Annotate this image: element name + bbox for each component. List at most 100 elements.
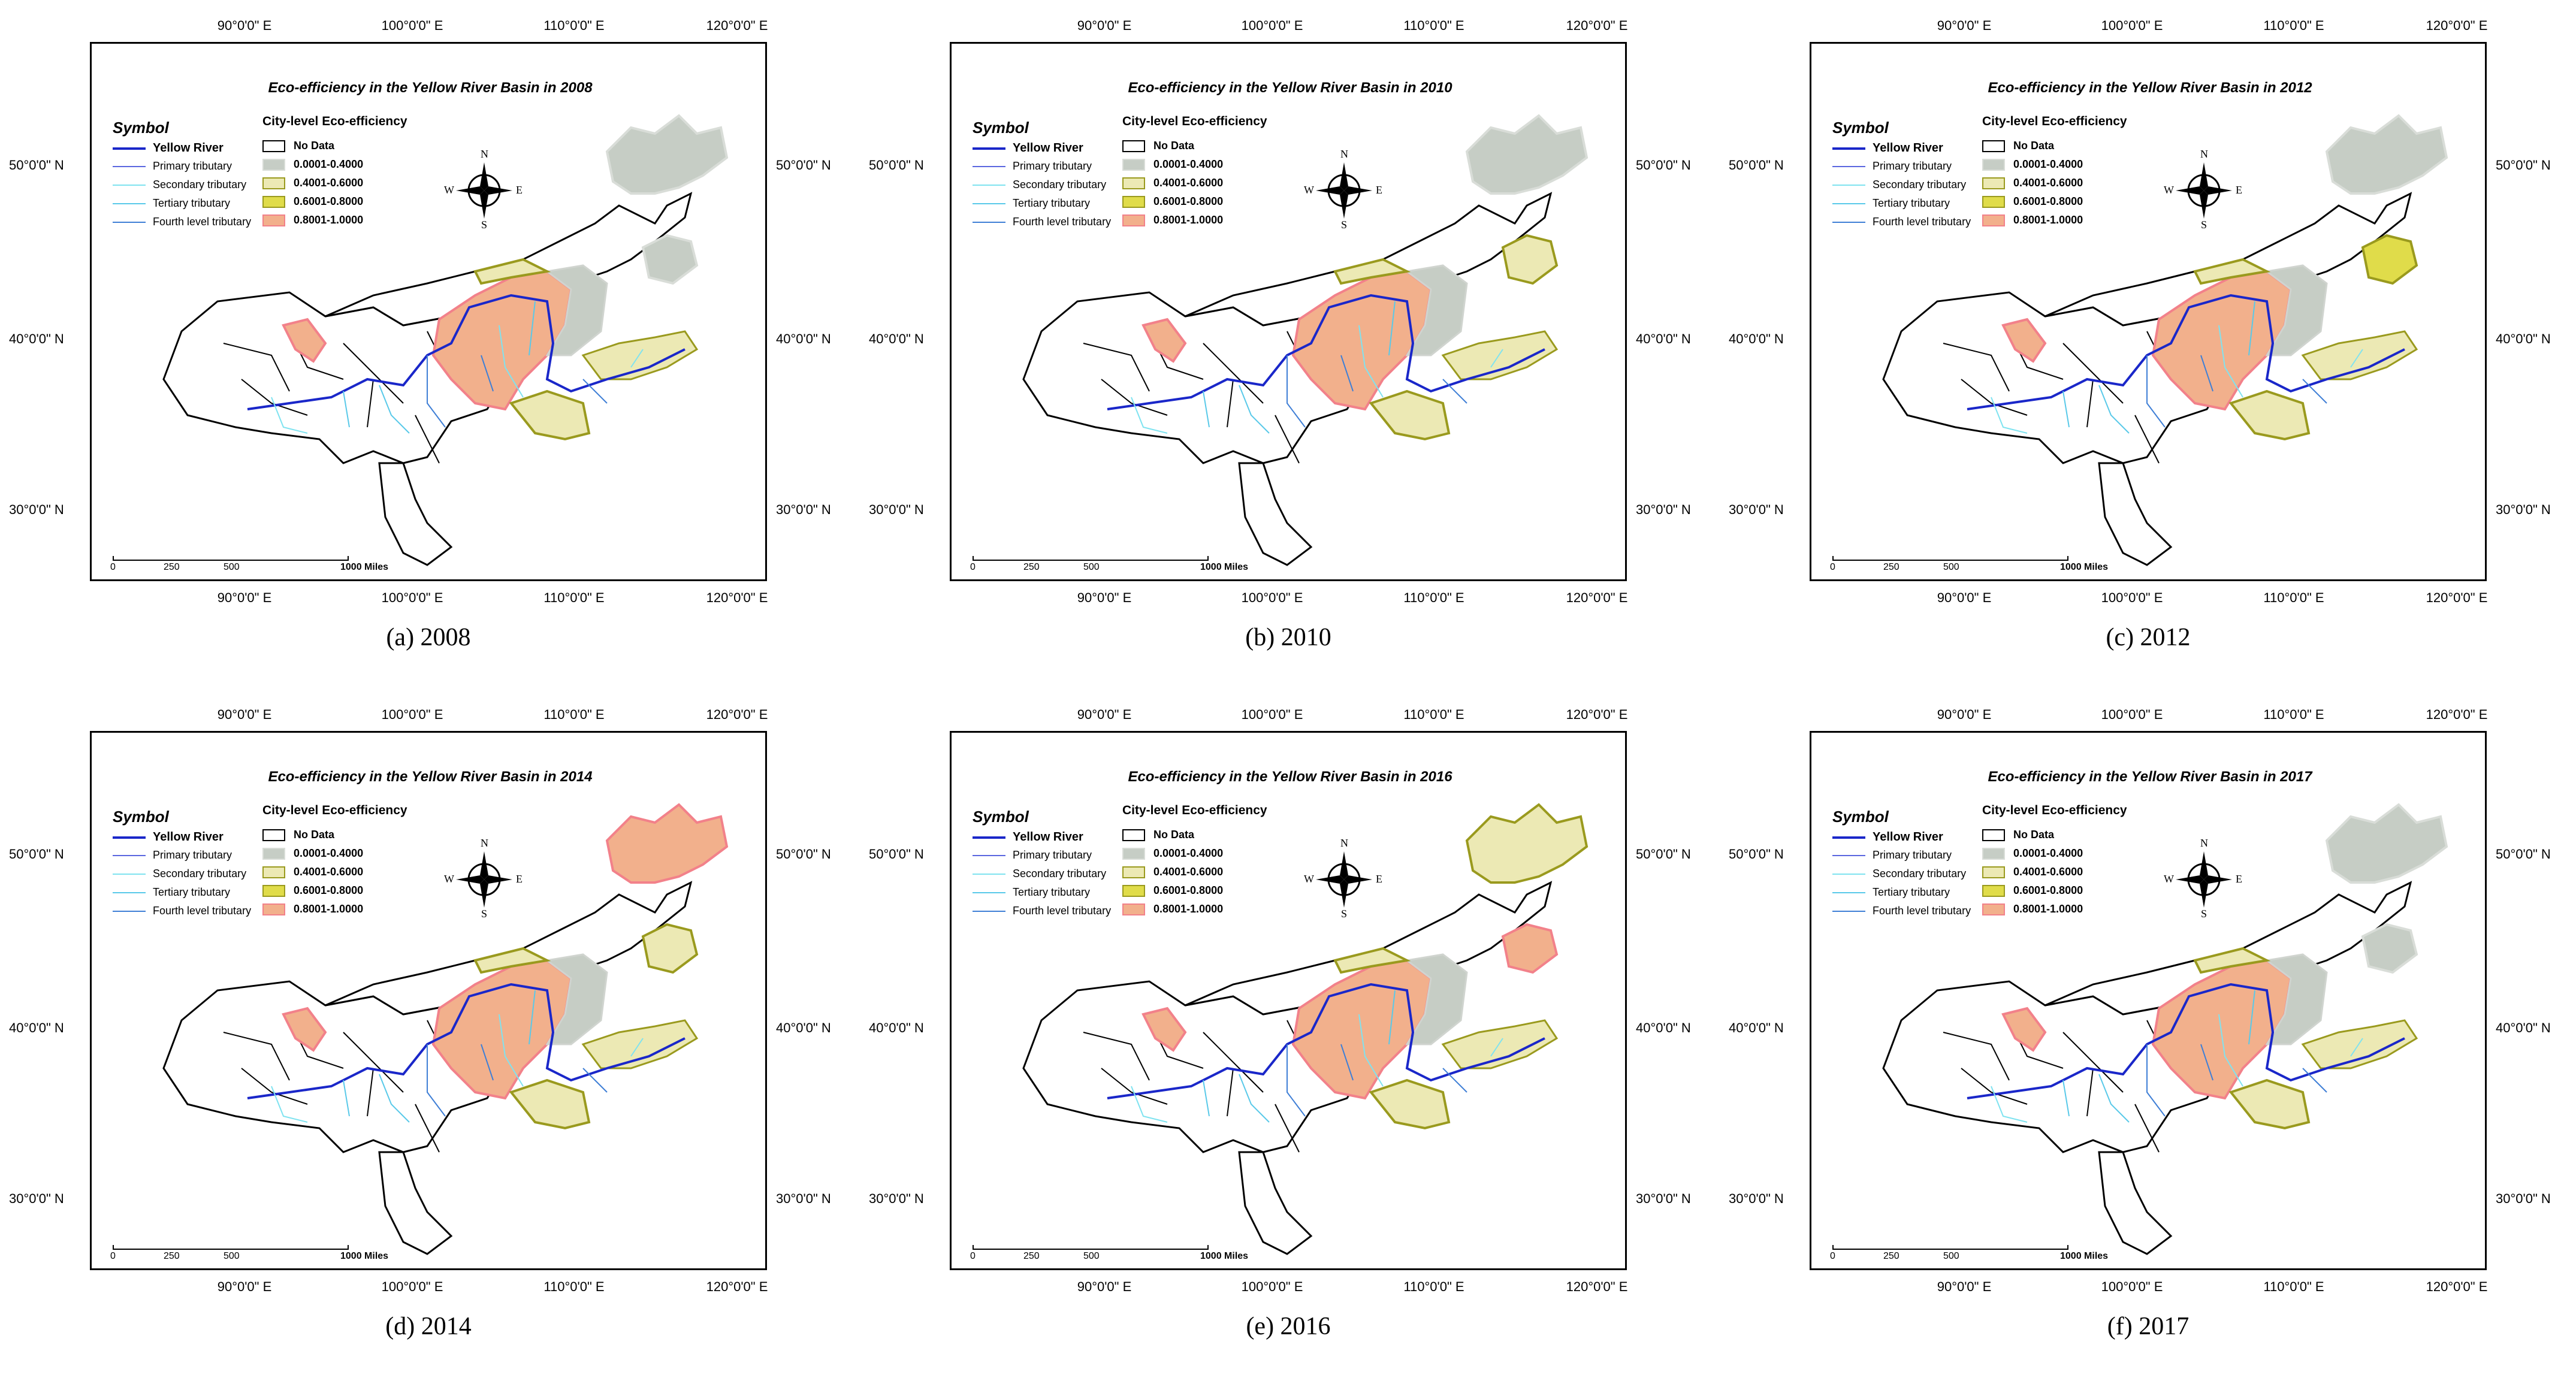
northeast-south-region [1501,923,1559,974]
legend-line-swatch [113,892,146,894]
legend-river-item: Fourth level tributary [973,216,1111,228]
legend-class-title: City-level Eco-efficiency [262,114,407,128]
scale-label: 500 [1943,562,1959,572]
tributary-line-5 [582,1068,608,1093]
legend-river-label: Secondary tributary [1873,868,1967,880]
tributary-line-5 [2302,379,2327,404]
basin-cities-gansu [2001,318,2047,363]
basin-cities-shandong [2301,1019,2418,1069]
tributary-line-5 [1442,1068,1467,1093]
legend-color-swatch [1122,903,1145,916]
compass-direction-label: N [2200,837,2208,849]
legend-class-item: 0.4001-0.6000 [262,866,363,879]
legend-class-item: 0.4001-0.6000 [1122,866,1223,879]
compass-direction-label: E [2236,873,2242,885]
tributary-line-6 [630,349,644,368]
tributary-line-0 [1991,397,2028,434]
county-boundary-5 [1961,1068,2028,1105]
legend-class-label: 0.8001-1.0000 [294,903,364,915]
county-boundary-3 [1227,1068,1234,1117]
county-boundary-2 [2062,343,2124,404]
legend-river-label: Secondary tributary [1013,868,1107,880]
latitude-label: 40°0'0" N [9,1020,64,1035]
map-title: Eco-efficiency in the Yellow River Basin… [268,80,593,96]
legend-class-title: City-level Eco-efficiency [1122,114,1267,128]
compass-direction-label: W [2164,184,2174,196]
legend-river-item: Tertiary tributary [1832,886,1950,899]
northeast-region [1465,803,1589,884]
panel-caption: (d) 2014 [385,1313,472,1340]
north-arrow-icon: N S W E [444,148,523,231]
tributary-line-1 [1203,391,1210,428]
latitude-label: 40°0'0" N [1636,331,1691,346]
legend-river-item: Secondary tributary [113,868,246,880]
longitude-label: 90°0'0" E [217,18,272,33]
legend-class-label: 0.6001-0.8000 [294,884,364,896]
map-title: Eco-efficiency in the Yellow River Basin… [1128,80,1452,96]
legend-class-item: 0.0001-0.4000 [1982,847,2083,860]
map-panel: 90°0'0" E 90°0'0" E 100°0'0" E 100°0'0" E 11… [1720,689,2576,1378]
scale-bar-line [1832,556,2068,561]
legend-river-item: Tertiary tributary [973,197,1090,210]
tributary-line-8 [2200,1044,2213,1081]
scale-bar-line [973,556,1209,561]
legend-river-label: Tertiary tributary [1873,197,1950,209]
legend-line-swatch [1832,222,1865,223]
map-frame: Eco-efficiency in the Yellow River Basin… [1810,42,2487,581]
county-boundary-5 [241,379,308,416]
sichuan-south [2098,1151,2173,1255]
northeast-south-region [2361,234,2418,285]
tributary-line-2 [1287,355,1306,428]
latitude-label: 30°0'0" N [776,1191,831,1206]
longitude-label: 100°0'0" E [381,707,443,722]
legend-river-item: Yellow River [1832,830,1943,844]
county-boundary-3 [2086,1068,2094,1117]
compass-direction-label: W [444,873,454,885]
tributary-line-8 [1340,355,1354,392]
legend-class-item: 0.6001-0.8000 [262,195,363,208]
legend-river-label: Primary tributary [1873,849,1952,861]
tributary-line-2 [427,355,446,428]
latitude-label: 40°0'0" N [869,1020,924,1035]
map-frame: Eco-efficiency in the Yellow River Basin… [950,42,1627,581]
legend-line-swatch [1832,185,1865,186]
tributary-line-1 [2062,1080,2070,1117]
basin-cities-shanxi [1405,953,1468,1045]
basin-cities-shanxi [2264,953,2328,1045]
legend-line-swatch [1832,911,1865,912]
latitude-label: 30°0'0" N [776,502,831,517]
scale-label: 0 [1830,562,1835,572]
legend-river-item: Primary tributary [973,849,1092,862]
legend-river-label: Primary tributary [153,160,232,172]
longitude-label: 90°0'0" E [217,590,272,605]
scale-label: 1000 Miles [1200,1251,1249,1261]
legend-color-swatch [1122,177,1145,190]
basin-map [1022,114,1589,566]
legend-river-label: Yellow River [1873,141,1943,155]
scale-label: 250 [1883,1251,1899,1261]
basin-cities-north [1333,947,1411,974]
latitude-label: 40°0'0" N [1729,331,1784,346]
longitude-label: 120°0'0" E [1566,707,1628,722]
tributary-line-0 [271,1086,308,1123]
longitude-label: 110°0'0" E [2263,18,2324,33]
legend-class-item: 0.4001-0.6000 [262,177,363,190]
compass-direction-label: N [1340,148,1348,160]
basin-cities-henan [1369,389,1451,441]
longitude-label: 120°0'0" E [706,18,768,33]
legend-class-item: No Data [1122,829,1194,842]
legend-line-swatch [1832,892,1865,894]
basin-cities-gansu [282,318,327,363]
legend-river-label: Fourth level tributary [1873,905,1971,917]
scale-label: 1000 Miles [340,562,389,572]
map-frame: Eco-efficiency in the Yellow River Basin… [90,42,767,581]
tributary-line-1 [1203,1080,1210,1117]
legend-color-swatch [262,885,285,897]
legend-river-label: Primary tributary [1873,160,1952,172]
compass-direction-label: W [1304,184,1314,196]
tributary-line-1 [2062,391,2070,428]
legend-class-label: 0.4001-0.6000 [2013,866,2083,878]
longitude-label: 90°0'0" E [1937,707,1992,722]
legend-symbol-title: Symbol [113,119,169,137]
longitude-label: 100°0'0" E [1241,707,1303,722]
